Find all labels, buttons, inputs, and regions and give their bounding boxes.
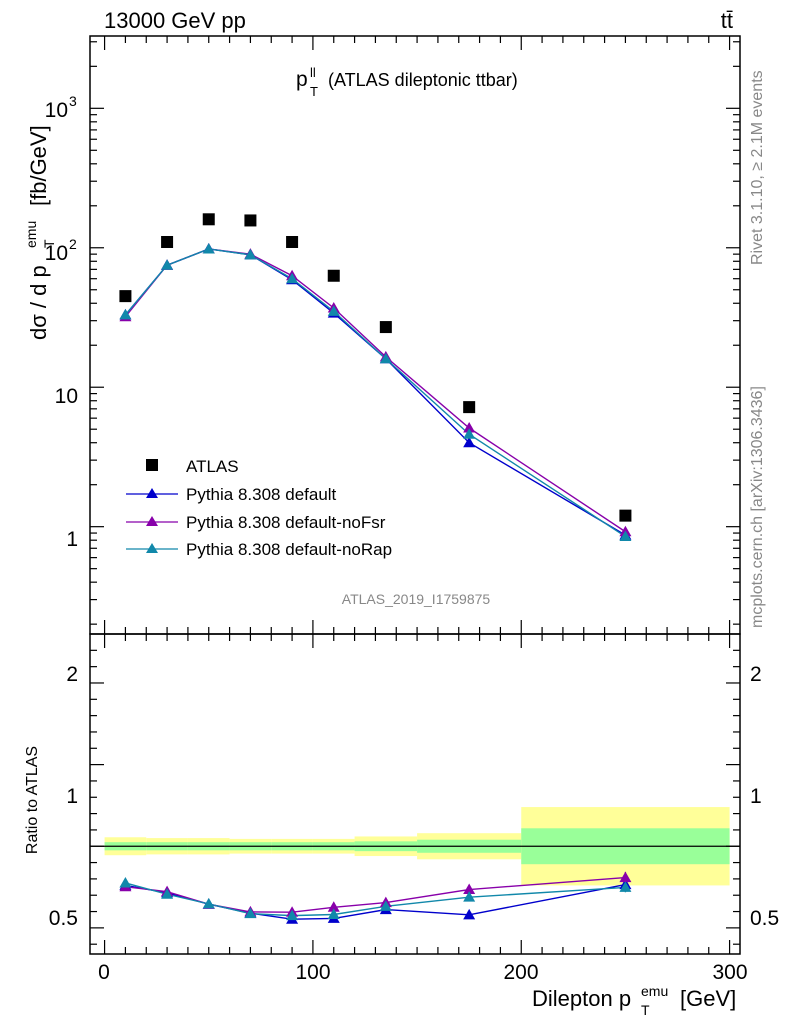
svg-text:dσ / d p: dσ / d p (26, 265, 51, 340)
series-point-2 (327, 305, 340, 316)
main-ylabel: dσ / d p emu T [fb/GeV] (23, 125, 57, 340)
ratio-point-2 (379, 900, 392, 911)
ytick-label: 10 (45, 242, 68, 265)
ratio-point-2 (119, 876, 132, 888)
main-panel: p ll T (ATLAS dileptonic ttbar) dσ / d p… (23, 35, 741, 635)
atlas-data-point (286, 235, 299, 248)
series-point-2 (463, 428, 476, 439)
rivet-label: Rivet 3.1.10, ≥ 2.1M events (749, 70, 766, 265)
main-title: (ATLAS dileptonic ttbar) (328, 70, 518, 90)
main-title-symbol: p (296, 68, 308, 91)
legend-marker-norap (146, 543, 158, 553)
main-ticks (90, 36, 740, 634)
process-label: tt̄ (721, 8, 733, 33)
legend: ATLAS Pythia 8.308 default Pythia 8.308 … (126, 457, 392, 559)
ytick-exponent: 2 (69, 236, 77, 252)
series-point-2 (244, 248, 257, 260)
legend-label-norap: Pythia 8.308 default-noRap (186, 540, 392, 559)
ratio-point-2 (619, 881, 632, 892)
ratio-point-2 (161, 888, 174, 899)
atlas-data-point (327, 269, 340, 282)
svg-text:[GeV]: [GeV] (680, 986, 736, 1011)
ratio-ytick-label-right: 1 (750, 785, 762, 808)
series-point-1 (463, 422, 476, 433)
main-ytick-labels: 1 10 10 2 10 3 (45, 93, 78, 551)
main-title-sup: ll (310, 65, 316, 80)
ytick-exponent: 3 (69, 93, 77, 109)
atlas-data-point (463, 401, 476, 414)
svg-text:emu: emu (23, 221, 39, 248)
ratio-panel: Ratio to ATLAS 0.5 1 2 0.5 1 2 0 100 200… (24, 633, 779, 1018)
mcplots-label: mcplots.cern.ch [arXiv:1306.3436] (749, 386, 766, 628)
legend-marker-atlas (146, 459, 158, 471)
ratio-point-0 (463, 908, 476, 920)
xlabel: Dilepton p emu T [GeV] (532, 983, 736, 1018)
ratio-ytick-label: 1 (66, 785, 78, 808)
ratio-ytick-label-right: 2 (750, 663, 762, 686)
xtick-label: 300 (712, 961, 747, 984)
main-marks (119, 213, 632, 542)
svg-text:[fb/GeV]: [fb/GeV] (26, 125, 51, 206)
series-point-0 (463, 436, 476, 448)
xtick-label: 200 (503, 961, 538, 984)
series-point-2 (619, 530, 632, 542)
ratio-point-2 (244, 907, 257, 919)
legend-label-default: Pythia 8.308 default (186, 485, 337, 504)
ratio-point-1 (463, 883, 476, 895)
series-point-2 (202, 242, 215, 254)
svg-text:emu: emu (641, 983, 668, 999)
series-point-2 (286, 272, 299, 284)
legend-label-nofsr: Pythia 8.308 default-noFsr (186, 513, 386, 532)
xtick-label: 100 (295, 961, 330, 984)
svg-text:Dilepton p: Dilepton p (532, 986, 631, 1011)
ratio-bands (90, 807, 740, 886)
svg-text:T: T (41, 239, 57, 248)
ratio-ylabel: Ratio to ATLAS (24, 746, 41, 854)
ratio-point-1 (619, 871, 632, 883)
atlas-data-point (379, 321, 392, 334)
ratio-ticks (90, 634, 740, 954)
ratio-point-2 (286, 909, 299, 921)
ratio-point-2 (202, 897, 215, 909)
ratio-line-1 (125, 876, 626, 913)
energy-label: 13000 GeV pp (104, 8, 246, 33)
ytick-label: 10 (55, 385, 78, 408)
ytick-label: 1 (66, 528, 78, 551)
series-point-2 (161, 259, 174, 270)
ratio-ytick-label: 0.5 (49, 907, 78, 930)
ratio-point-1 (327, 901, 340, 912)
ratio-ytick-label: 2 (66, 663, 78, 686)
atlas-data-point (119, 290, 132, 303)
legend-label-atlas: ATLAS (186, 457, 239, 476)
ratio-ytick-label-right: 0.5 (750, 907, 779, 930)
ratio-frame (89, 633, 741, 955)
ratio-point-2 (463, 891, 476, 902)
ratio-marks (119, 871, 632, 924)
atlas-data-point (161, 235, 174, 248)
legend-marker-nofsr (146, 516, 158, 526)
svg-text:T: T (641, 1002, 650, 1018)
atlas-data-point (619, 509, 632, 522)
analysis-label: ATLAS_2019_I1759875 (342, 591, 491, 607)
legend-marker-default (146, 488, 158, 498)
main-title-sub: T (310, 84, 318, 99)
ratio-point-2 (327, 908, 340, 919)
atlas-data-point (202, 213, 215, 226)
atlas-data-point (244, 214, 257, 227)
series-point-2 (379, 352, 392, 364)
series-point-2 (119, 308, 132, 320)
xtick-label: 0 (98, 961, 110, 984)
ytick-label: 10 (45, 99, 68, 122)
